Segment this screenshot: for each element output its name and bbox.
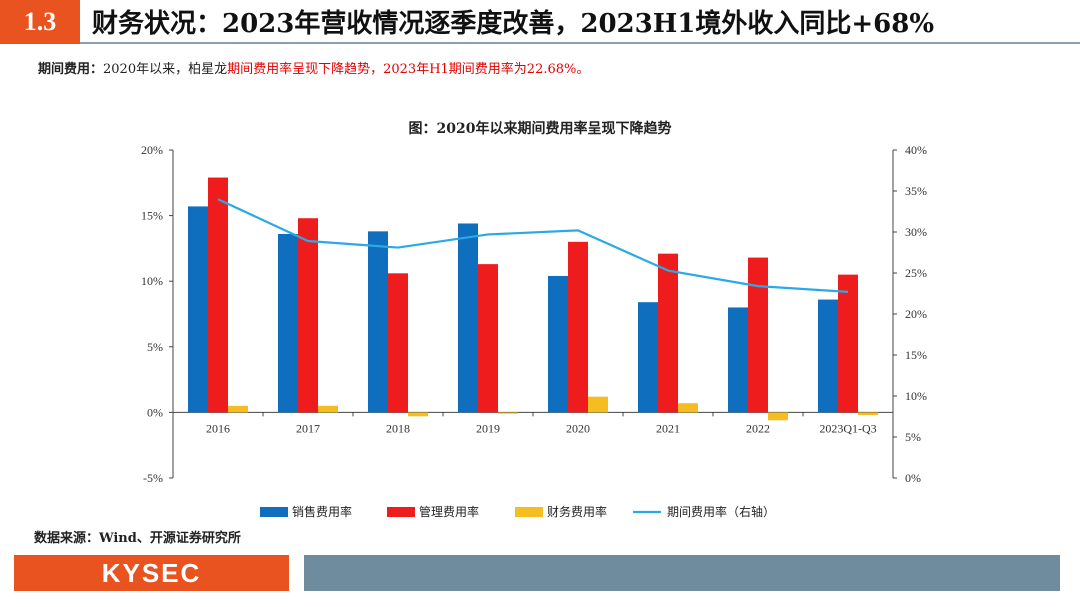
x-axis-category-label: 2016 — [206, 421, 230, 435]
right-axis-tick-label: 10% — [905, 389, 927, 403]
bar-2-2022 — [748, 257, 768, 413]
left-axis-tick-label: 15% — [141, 209, 163, 223]
right-axis-tick-label: 25% — [905, 266, 927, 280]
right-axis-tick-label: 0% — [905, 471, 921, 485]
legend-label-2: 管理费用率 — [419, 504, 479, 519]
x-axis-category-label: 2018 — [386, 421, 410, 435]
right-axis-tick-label: 35% — [905, 184, 927, 198]
bar-3-2020 — [588, 396, 608, 413]
legend-label-4: 期间费用率（右轴） — [667, 504, 775, 519]
bar-3-2016 — [228, 405, 248, 413]
intro-paragraph: 期间费用：2020年以来，柏星龙期间费用率呈现下降趋势，2023年H1期间费用率… — [38, 58, 589, 77]
bar-3-2023Q1-Q3 — [858, 412, 878, 416]
right-axis-tick-label: 15% — [905, 348, 927, 362]
right-axis-tick-label: 30% — [905, 225, 927, 239]
right-axis-tick-label: 20% — [905, 307, 927, 321]
legend-label-1: 销售费用率 — [292, 504, 352, 519]
section-number-badge: 1.3 — [0, 0, 80, 44]
period-expense-ratio-line — [217, 198, 849, 293]
bar-1-2023Q1-Q3 — [818, 299, 838, 413]
bar-1-2017 — [278, 233, 298, 413]
left-axis-tick-label: 10% — [141, 274, 163, 288]
bar-3-2017 — [318, 405, 338, 413]
bar-3-2021 — [678, 403, 698, 413]
legend-label-3: 财务费用率 — [547, 504, 607, 519]
intro-highlight: 期间费用率呈现下降趋势，2023年H1期间费用率为22.68%。 — [227, 62, 590, 77]
legend-swatch-3 — [515, 507, 543, 517]
intro-label: 期间费用： — [38, 62, 104, 77]
x-axis-category-label: 2019 — [476, 421, 500, 435]
header-divider — [80, 42, 1080, 44]
bar-2-2017 — [298, 218, 318, 413]
legend-swatch-1 — [260, 507, 288, 517]
bar-2-2021 — [658, 253, 678, 413]
right-axis-tick-label: 40% — [905, 143, 927, 157]
left-axis-tick-label: 20% — [141, 143, 163, 157]
bar-1-2019 — [458, 223, 478, 413]
data-source-note: 数据来源：Wind、开源证券研究所 — [34, 531, 241, 546]
intro-text: 2020年以来，柏星龙 — [103, 62, 228, 77]
bar-2-2018 — [388, 273, 408, 413]
bar-2-2016 — [208, 177, 228, 413]
kysec-logo: KYSEC — [14, 555, 289, 591]
footer-bar — [304, 555, 1060, 591]
x-axis-category-label: 2020 — [566, 421, 590, 435]
bar-1-2016 — [188, 206, 208, 413]
right-axis-tick-label: 5% — [905, 430, 921, 444]
bar-2-2020 — [568, 241, 588, 413]
bar-2-2023Q1-Q3 — [838, 274, 858, 413]
legend-swatch-2 — [387, 507, 415, 517]
x-axis-category-label: 2021 — [656, 421, 680, 435]
bar-1-2018 — [368, 231, 388, 413]
bar-1-2021 — [638, 302, 658, 413]
left-axis-tick-label: -5% — [143, 471, 163, 485]
left-axis-tick-label: 0% — [147, 405, 163, 419]
bar-3-2019 — [498, 412, 518, 414]
page-title: 财务状况：2023年营收情况逐季度改善，2023H1境外收入同比+68% — [92, 9, 935, 39]
bar-1-2020 — [548, 275, 568, 413]
bar-3-2018 — [408, 412, 428, 417]
bar-3-2022 — [768, 412, 788, 421]
x-axis-category-label: 2023Q1-Q3 — [819, 421, 876, 435]
bar-1-2022 — [728, 307, 748, 413]
x-axis-category-label: 2022 — [746, 421, 770, 435]
chart-title: 图：2020年以来期间费用率呈现下降趋势 — [408, 121, 672, 137]
bar-2-2019 — [478, 264, 498, 413]
x-axis-category-label: 2017 — [296, 421, 320, 435]
left-axis-tick-label: 5% — [147, 340, 163, 354]
